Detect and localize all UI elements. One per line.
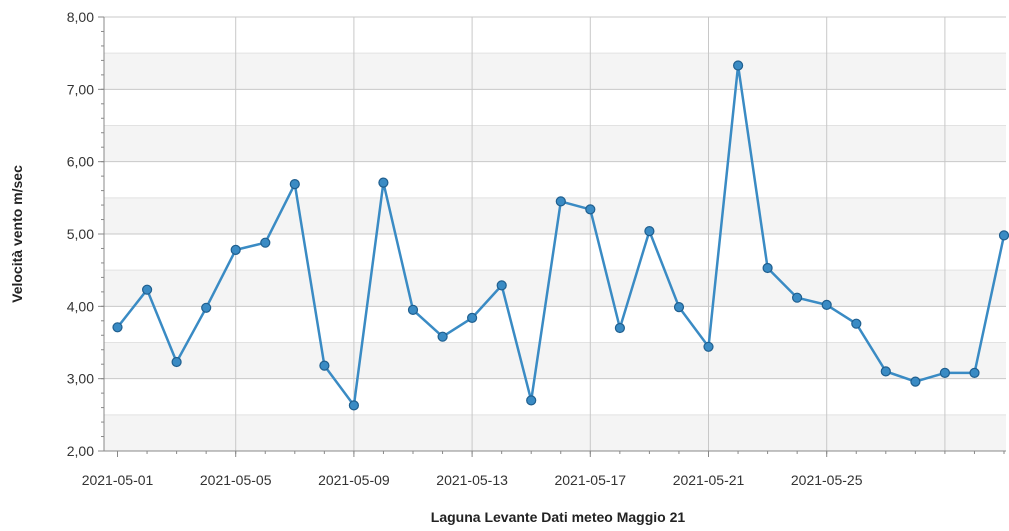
x-tick-label: 2021-05-13 — [436, 472, 508, 488]
plot-band — [104, 125, 1006, 162]
data-point — [112, 322, 123, 333]
data-point — [289, 179, 300, 190]
y-axis-ticks: 2,00 3,00 4,00 5,00 6,00 7,00 8,00 — [67, 9, 104, 459]
data-point — [407, 304, 419, 315]
data-point — [703, 341, 714, 352]
data-point — [171, 356, 182, 368]
data-point — [260, 237, 271, 248]
data-point — [585, 204, 596, 215]
y-axis-title: Velocità vento m/sec — [9, 165, 25, 303]
x-tick-label: 2021-05-21 — [673, 472, 745, 488]
data-point — [614, 322, 626, 334]
plot-band — [104, 342, 1006, 379]
data-point — [644, 226, 655, 237]
x-axis-title: Laguna Levante Dati meteo Maggio 21 — [431, 509, 686, 525]
data-point — [437, 331, 448, 342]
plot-band — [104, 378, 1006, 415]
data-point — [939, 367, 951, 378]
x-tick-label: 2021-05-09 — [318, 472, 390, 488]
plot-band — [104, 414, 1006, 451]
y-tick-label: 4,00 — [67, 298, 94, 314]
plot-band — [104, 270, 1006, 307]
data-point — [496, 280, 507, 291]
x-tick-label: 2021-05-01 — [82, 472, 154, 488]
x-tick-label: 2021-05-17 — [554, 472, 626, 488]
y-tick-label: 5,00 — [67, 226, 94, 242]
data-point — [142, 284, 153, 295]
plot-band — [104, 306, 1006, 343]
data-point — [732, 60, 744, 71]
grid-lines — [104, 16, 1006, 451]
data-point — [319, 360, 330, 371]
data-point — [880, 366, 891, 377]
data-point — [910, 376, 921, 387]
data-point — [851, 318, 862, 329]
y-tick-label: 8,00 — [67, 9, 94, 25]
data-point — [526, 395, 537, 406]
data-point — [201, 302, 212, 313]
data-point — [348, 400, 359, 411]
data-point — [467, 312, 478, 323]
plot-band — [104, 89, 1006, 126]
series-group — [112, 60, 1009, 411]
y-tick-label: 7,00 — [67, 81, 94, 97]
plot-band — [104, 17, 1006, 54]
y-tick-label: 2,00 — [67, 443, 94, 459]
data-point — [791, 292, 803, 303]
y-tick-label: 3,00 — [67, 371, 94, 387]
plot-band — [104, 53, 1006, 90]
x-tick-label: 2021-05-05 — [200, 472, 272, 488]
y-tick-label: 6,00 — [67, 154, 94, 170]
plot-band — [104, 161, 1006, 198]
x-tick-label: 2021-05-25 — [791, 472, 863, 488]
data-point — [230, 244, 241, 255]
x-axis-ticks: 2021-05-01 2021-05-05 2021-05-09 2021-05-13… — [82, 451, 1005, 488]
plot-band — [104, 197, 1006, 234]
plot-background — [104, 17, 1006, 451]
data-point — [378, 177, 389, 188]
data-point — [969, 367, 980, 378]
data-point — [821, 299, 832, 310]
data-point — [555, 196, 566, 207]
data-point — [998, 230, 1009, 241]
data-point — [673, 302, 685, 313]
data-point — [762, 262, 773, 274]
